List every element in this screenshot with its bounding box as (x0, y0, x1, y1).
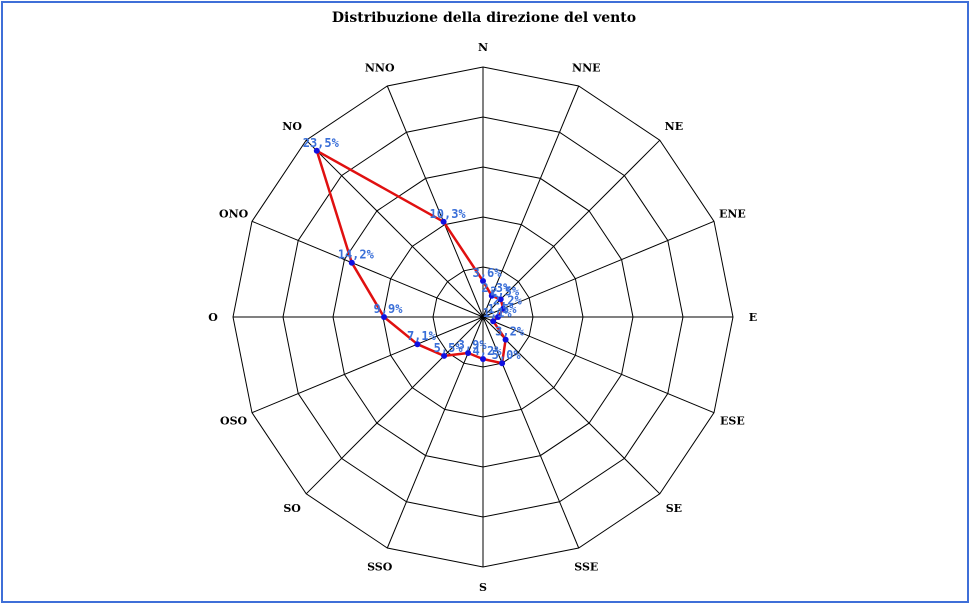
grid-spoke (386, 85, 484, 318)
data-point-sse (499, 360, 506, 367)
direction-label-ono: ONO (219, 208, 249, 221)
data-point-nno (440, 218, 447, 225)
grid-spoke (482, 85, 580, 318)
direction-label-s: S (479, 581, 487, 594)
series-wind (313, 147, 509, 367)
value-label-sse: 5,0% (492, 348, 522, 362)
data-point-so (441, 352, 448, 359)
value-label-nno: 10,3% (430, 207, 467, 221)
radar-grid (232, 66, 734, 568)
direction-label-sse: SSE (574, 560, 598, 573)
value-label-nne: 2,3% (481, 281, 511, 295)
direction-label-so: SO (283, 502, 301, 515)
grid-spoke (482, 316, 661, 495)
data-point-no (313, 147, 320, 154)
direction-label-sso: SSO (367, 560, 393, 573)
value-label-ese: 1,1% (483, 306, 513, 320)
direction-label-o: O (208, 311, 218, 324)
value-label-n: 3,6% (473, 266, 503, 280)
grid-spoke (482, 316, 715, 414)
data-point-s (480, 356, 486, 362)
value-label-se: 3,2% (495, 325, 525, 339)
grid-spoke (251, 316, 484, 414)
chart-title: Distribuzione della direzione del vento (331, 10, 637, 26)
value-label-s: 4,2% (473, 344, 503, 358)
direction-label-oso: OSO (220, 414, 248, 427)
value-labels: 3,6%2,3%2,5%2,2%1,5%1,1% 3,2% 5,0%4,2%3,9%… (303, 136, 525, 362)
grid-spoke (305, 139, 484, 318)
data-point-se (502, 336, 509, 343)
value-label-oso: 7,1% (407, 329, 437, 343)
data-point-ne (497, 296, 504, 303)
direction-labels: N NNE NE ENE E ESE SE SSE S SSO SO OSO O ONO NO NNO (208, 41, 757, 594)
direction-label-n: N (478, 41, 488, 54)
grid-spoke (482, 139, 661, 318)
value-label-so: 5,5% (434, 341, 464, 355)
grid-spoke (482, 220, 715, 318)
value-label-sso: 3,9% (458, 338, 488, 352)
data-point-nne (488, 292, 495, 299)
value-label-no: 23,5% (303, 136, 340, 150)
data-point-oso (414, 341, 421, 348)
grid-spoke (482, 316, 580, 549)
data-point-e (495, 314, 501, 320)
data-point-sso (465, 350, 472, 356)
direction-label-se: SE (666, 502, 682, 515)
data-point-o (381, 314, 387, 320)
direction-label-nno: NNO (365, 62, 395, 75)
data-point-ene (500, 305, 507, 312)
value-label-ne: 2,5% (490, 284, 520, 298)
direction-label-nne: NNE (572, 62, 601, 75)
direction-label-ese: ESE (720, 414, 745, 427)
value-label-e: 1,5% (488, 302, 518, 316)
grid-spoke (305, 316, 484, 495)
direction-label-no: NO (282, 120, 302, 133)
data-point-ono (348, 259, 355, 266)
direction-label-ne: NE (665, 120, 683, 133)
data-point-n (480, 278, 486, 284)
value-label-ene: 2,2% (493, 294, 523, 308)
direction-label-ene: ENE (719, 208, 746, 221)
direction-label-e: E (749, 311, 757, 324)
grid-spoke (251, 220, 484, 318)
value-label-ono: 14,2% (338, 248, 375, 262)
value-label-o: 9,9% (374, 302, 404, 316)
data-point-ese (490, 318, 497, 325)
